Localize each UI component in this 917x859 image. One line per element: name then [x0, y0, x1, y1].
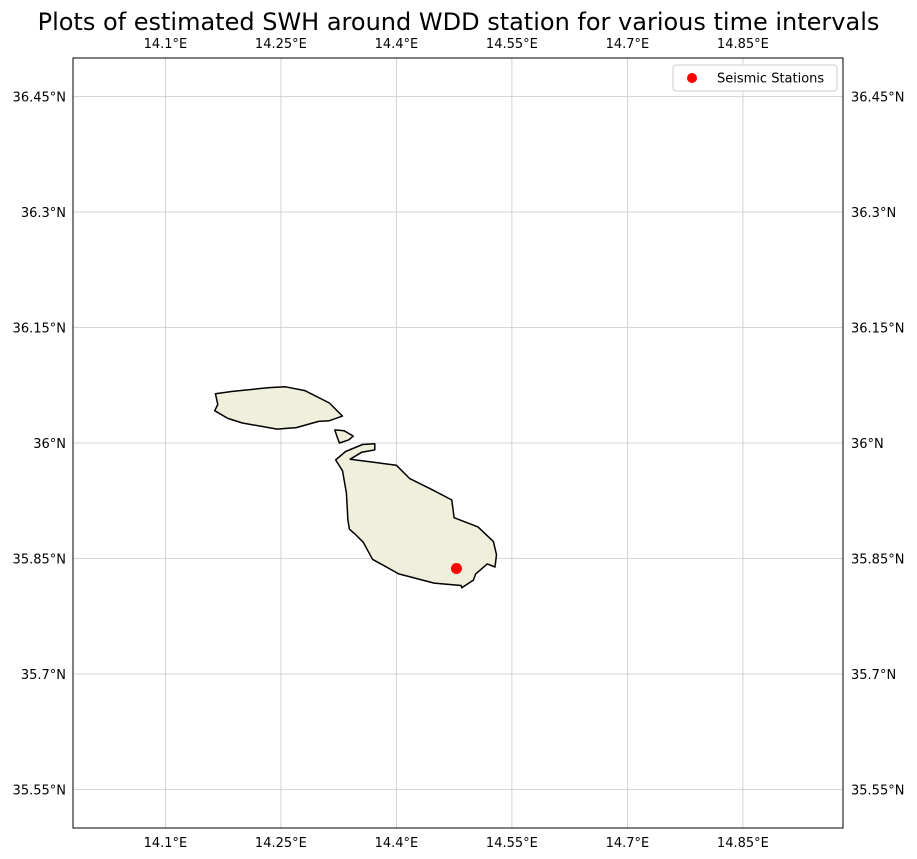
- tick-labels: 14.1°E 14.1°E 14.25°E 14.25°E 14.4°E 14.4°E 14…: [13, 37, 905, 851]
- lon-tick-label-top: 14.4°E: [375, 37, 419, 52]
- lon-tick-label-top: 14.25°E: [255, 37, 307, 52]
- lon-tick-label-bottom: 14.1°E: [144, 836, 188, 851]
- lon-tick-label-bottom: 14.85°E: [717, 836, 769, 851]
- legend: Seismic Stations: [672, 64, 838, 92]
- lon-tick-label-bottom: 14.7°E: [606, 836, 650, 851]
- lon-tick-label-top: 14.7°E: [606, 37, 650, 52]
- island-malta: [334, 443, 498, 589]
- lat-tick-label-right: 35.55°N: [851, 784, 904, 799]
- lon-tick-label-bottom: 14.4°E: [375, 836, 419, 851]
- lat-tick-label-right: 36°N: [851, 437, 884, 452]
- legend-label-seismic-stations: Seismic Stations: [717, 72, 824, 87]
- lat-tick-label-right: 36.3°N: [851, 206, 896, 221]
- lat-tick-label-left: 36.45°N: [13, 91, 66, 106]
- legend-marker-seismic-stations: [687, 73, 697, 83]
- land-layer: [213, 386, 498, 589]
- lat-tick-label-left: 36.15°N: [13, 322, 66, 337]
- lon-tick-label-top: 14.85°E: [717, 37, 769, 52]
- map-frame: [72, 57, 844, 829]
- legend-box: [672, 64, 838, 92]
- lon-tick-label-top: 14.1°E: [144, 37, 188, 52]
- lon-tick-label-bottom: 14.55°E: [486, 836, 538, 851]
- island-comino: [334, 429, 355, 444]
- lat-tick-label-left: 35.7°N: [21, 668, 66, 683]
- lon-tick-label-bottom: 14.25°E: [255, 836, 307, 851]
- island-gozo: [213, 386, 344, 430]
- lat-tick-label-right: 36.15°N: [851, 322, 904, 337]
- lat-tick-label-left: 36°N: [33, 437, 66, 452]
- lat-tick-label-left: 35.55°N: [13, 784, 66, 799]
- lat-tick-label-left: 36.3°N: [21, 206, 66, 221]
- lat-tick-label-right: 35.85°N: [851, 553, 904, 568]
- station-layer: [450, 563, 462, 575]
- gridlines: [73, 58, 843, 828]
- figure-title: Plots of estimated SWH around WDD statio…: [38, 8, 880, 36]
- seismic-station-marker: [450, 563, 462, 575]
- lat-tick-label-left: 35.85°N: [13, 553, 66, 568]
- lon-tick-label-top: 14.55°E: [486, 37, 538, 52]
- lat-tick-label-right: 36.45°N: [851, 91, 904, 106]
- lat-tick-label-right: 35.7°N: [851, 668, 896, 683]
